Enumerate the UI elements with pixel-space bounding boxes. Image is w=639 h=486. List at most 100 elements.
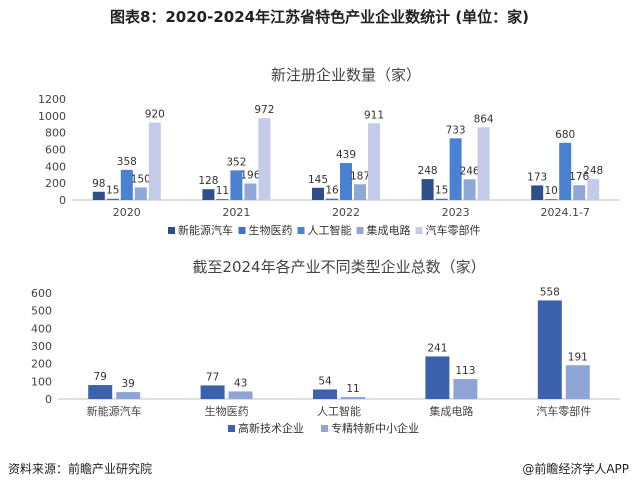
data-label: 77 xyxy=(206,371,219,383)
legend-label: 专精特新中小企业 xyxy=(331,421,419,435)
x-tick-label: 人工智能 xyxy=(317,404,361,418)
data-label: 187 xyxy=(350,170,370,182)
legend-swatch xyxy=(238,227,246,234)
legend-label: 新能源汽车 xyxy=(178,223,233,237)
data-label: 128 xyxy=(198,175,218,187)
bar xyxy=(421,179,434,200)
data-label: 15 xyxy=(106,185,119,197)
y-tick-label: 200 xyxy=(45,177,66,190)
legend-swatch xyxy=(228,425,235,432)
data-label: 150 xyxy=(131,173,151,185)
bar xyxy=(435,198,448,200)
x-tick-label: 2021 xyxy=(222,206,250,219)
x-tick-label: 2024.1-7 xyxy=(540,206,589,219)
data-label: 920 xyxy=(145,109,165,121)
bar xyxy=(116,392,141,399)
bar xyxy=(531,185,544,200)
data-label: 196 xyxy=(240,170,260,182)
y-tick-label: 300 xyxy=(31,340,52,353)
y-tick-label: 0 xyxy=(59,194,66,207)
data-label: 352 xyxy=(226,156,246,168)
y-tick-label: 1200 xyxy=(38,93,66,106)
data-label: 145 xyxy=(308,174,328,186)
data-label: 98 xyxy=(92,178,105,190)
bar xyxy=(92,191,105,200)
chart-title: 新注册企业数量（家） xyxy=(271,66,421,84)
data-label: 173 xyxy=(527,171,547,183)
bar xyxy=(202,189,215,200)
data-label: 558 xyxy=(540,286,560,298)
bar xyxy=(453,379,478,399)
data-label: 733 xyxy=(446,124,466,136)
legend-swatch xyxy=(321,425,328,432)
bar xyxy=(341,397,365,399)
data-label: 39 xyxy=(122,378,135,390)
legend-swatch xyxy=(297,227,305,234)
bar xyxy=(312,187,324,200)
data-label: 43 xyxy=(234,377,247,389)
y-tick-label: 600 xyxy=(31,287,52,300)
legend-swatch xyxy=(415,227,423,234)
legend-label: 高新技术企业 xyxy=(238,421,304,435)
bar xyxy=(120,169,133,200)
y-tick-label: 0 xyxy=(45,393,52,406)
y-tick-label: 200 xyxy=(31,358,52,371)
data-label: 972 xyxy=(254,104,274,116)
legend-swatch xyxy=(168,227,175,234)
data-label: 191 xyxy=(568,351,588,363)
data-label: 176 xyxy=(569,171,589,183)
y-tick-label: 400 xyxy=(31,322,52,335)
x-tick-label: 新能源汽车 xyxy=(87,404,142,418)
data-label: 911 xyxy=(364,109,384,121)
data-label: 113 xyxy=(455,365,475,377)
data-label: 680 xyxy=(555,129,575,141)
y-tick-label: 100 xyxy=(31,375,52,388)
bar xyxy=(200,385,225,399)
y-tick-label: 1000 xyxy=(38,110,66,123)
bar xyxy=(545,199,558,200)
data-label: 79 xyxy=(94,371,107,383)
y-tick-label: 400 xyxy=(45,160,66,173)
figure-title: 图表8：2020-2024年江苏省特色产业企业数统计 (单位：家) xyxy=(109,8,530,26)
data-label: 11 xyxy=(346,383,359,395)
bar xyxy=(587,179,600,200)
bar xyxy=(148,122,161,200)
bar xyxy=(537,300,562,399)
bar xyxy=(134,187,147,200)
data-label: 15 xyxy=(435,185,448,197)
bar xyxy=(340,163,352,200)
x-tick-label: 汽车零部件 xyxy=(536,404,591,418)
bar xyxy=(244,183,257,200)
bar xyxy=(559,142,572,200)
bar xyxy=(88,385,113,399)
data-label: 248 xyxy=(418,165,438,177)
bar xyxy=(106,198,119,200)
x-tick-label: 生物医药 xyxy=(205,404,249,418)
data-label: 439 xyxy=(336,149,356,161)
legend-label: 集成电路 xyxy=(367,223,411,237)
bar xyxy=(216,199,229,200)
bar xyxy=(425,356,450,399)
bar xyxy=(477,127,490,200)
chart-title: 截至2024年各产业不同类型企业总数（家） xyxy=(192,258,485,276)
bar xyxy=(565,365,590,399)
x-tick-label: 2020 xyxy=(113,206,141,219)
x-tick-label: 2023 xyxy=(442,206,470,219)
bar xyxy=(258,118,271,200)
data-label: 358 xyxy=(117,156,137,168)
bar xyxy=(313,389,337,399)
y-tick-label: 500 xyxy=(31,305,52,318)
data-label: 864 xyxy=(474,113,494,125)
chart-enterprise-totals: 截至2024年各产业不同类型企业总数（家） 0 100 200 300 400 500 600… xyxy=(31,258,620,435)
credit-note: @前瞻经济学人APP xyxy=(522,462,629,476)
y-tick-label: 600 xyxy=(45,144,66,157)
bar xyxy=(228,391,253,399)
bar xyxy=(573,185,586,200)
legend-label: 人工智能 xyxy=(308,223,352,237)
data-label: 16 xyxy=(325,185,339,197)
data-label: 241 xyxy=(427,342,447,354)
bar xyxy=(354,184,366,200)
source-note: 资料来源：前瞻产业研究院 xyxy=(8,462,153,476)
data-label: 246 xyxy=(460,165,480,177)
